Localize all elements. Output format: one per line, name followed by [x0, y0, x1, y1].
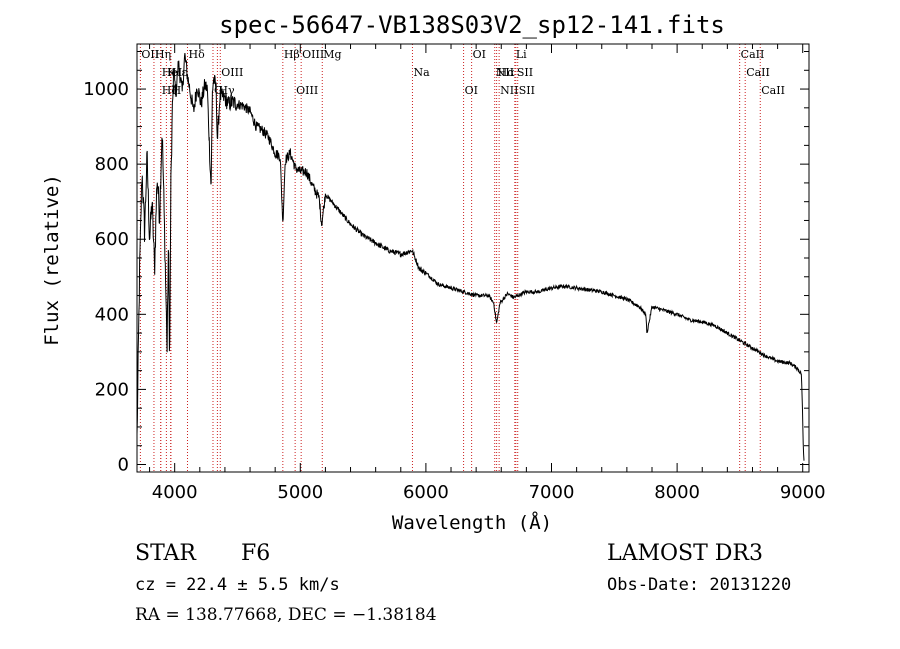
coordinates: RA = 138.77668, DEC = −1.38184 [135, 605, 437, 625]
line-label: OI [473, 48, 486, 61]
y-axis-ticks: 0 200 400 600 800 1000 [83, 51, 809, 475]
line-label: NII [500, 84, 518, 97]
y-tick-label: 0 [118, 454, 129, 475]
y-tick-label: 1000 [83, 79, 129, 100]
line-label: CaII [746, 66, 770, 79]
line-label: Mg [323, 48, 341, 61]
line-label: CaII [761, 84, 785, 97]
x-tick-label: 9000 [780, 482, 826, 503]
line-label: NII [496, 66, 514, 79]
emission-line-labels: HβHαHγHδHεHζHηKHOIIOIIIOIIIOIIIHeIGMgNaO… [141, 48, 785, 97]
line-label: K [167, 66, 176, 79]
line-label: OII [141, 48, 159, 61]
line-label: CaII [741, 48, 765, 61]
x-tick-label: 4000 [152, 482, 198, 503]
redshift-velocity: cz = 22.4 ± 5.5 km/s [135, 575, 340, 595]
obs-date: Obs-Date: 20131220 [607, 575, 791, 595]
object-class: STAR [135, 541, 197, 566]
x-tick-label: 5000 [277, 482, 323, 503]
line-label: Hδ [188, 48, 205, 61]
line-label: Hα [498, 66, 516, 79]
x-axis-label: Wavelength (Å) [392, 511, 552, 534]
line-label: SII [519, 84, 535, 97]
y-axis-label: Flux (relative) [41, 174, 63, 346]
line-label: G [214, 84, 223, 97]
line-label: OIII [296, 84, 318, 97]
line-label: Hη [155, 48, 171, 61]
y-tick-label: 800 [95, 154, 129, 175]
line-label: SII [517, 66, 533, 79]
line-label: Hβ [284, 48, 300, 61]
y-tick-label: 600 [95, 229, 129, 250]
subclass: F6 [241, 541, 270, 566]
line-label: OIII [221, 66, 243, 79]
chart-title: spec-56647-VB138S03V2_sp12-141.fits [219, 11, 725, 39]
survey-name: LAMOST DR3 [607, 541, 763, 566]
x-tick-label: 7000 [529, 482, 575, 503]
line-label: Li [516, 48, 527, 61]
line-label: OI [465, 84, 478, 97]
line-label: OIII [302, 48, 324, 61]
y-tick-label: 200 [95, 379, 129, 400]
x-tick-label: 8000 [654, 482, 700, 503]
x-axis-ticks: 4000 5000 6000 7000 8000 9000 [149, 44, 826, 503]
x-tick-label: 6000 [403, 482, 449, 503]
emission-line-markers [139, 44, 761, 472]
flux-series-line [136, 53, 805, 461]
y-tick-label: 400 [95, 304, 129, 325]
line-label: Na [413, 66, 430, 79]
